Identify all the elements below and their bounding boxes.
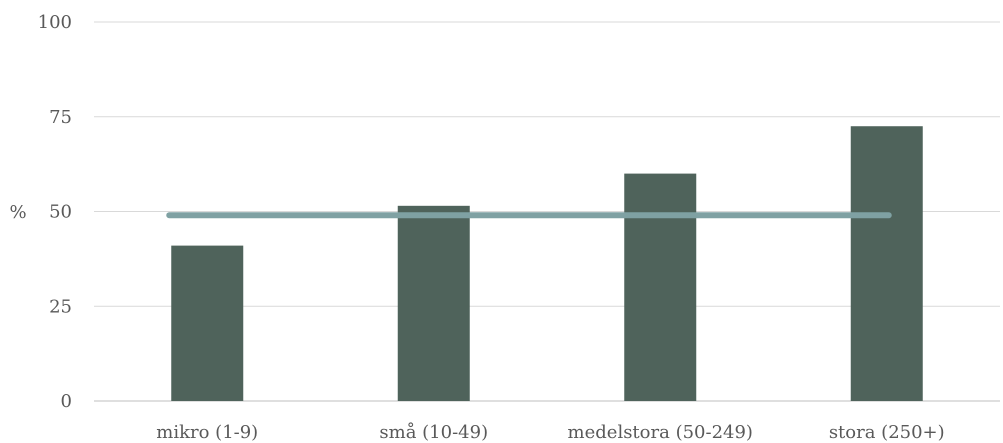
gridlines [94, 21, 1000, 402]
y-tick-label: 50 [49, 202, 72, 223]
x-tick-label: stora (250+) [829, 422, 945, 443]
bar [850, 126, 923, 401]
x-tick-labels: mikro (1-9) små (10-49) medelstora (50-249… [156, 421, 944, 443]
y-tick-labels: 0 25 50 75 100 [38, 12, 72, 412]
x-tick-label: små (10-49) [379, 421, 488, 443]
x-tick-label: mikro (1-9) [156, 422, 258, 443]
x-tick-label: medelstora (50-249) [568, 422, 753, 443]
y-tick-label: 75 [49, 107, 72, 128]
bars [171, 126, 923, 401]
bar [624, 173, 697, 401]
bar [397, 205, 470, 401]
y-tick-label: 0 [61, 391, 72, 412]
y-tick-label: 100 [38, 12, 72, 33]
y-tick-label: 25 [49, 296, 72, 317]
bar [171, 245, 244, 401]
y-axis-label: % [9, 202, 26, 223]
